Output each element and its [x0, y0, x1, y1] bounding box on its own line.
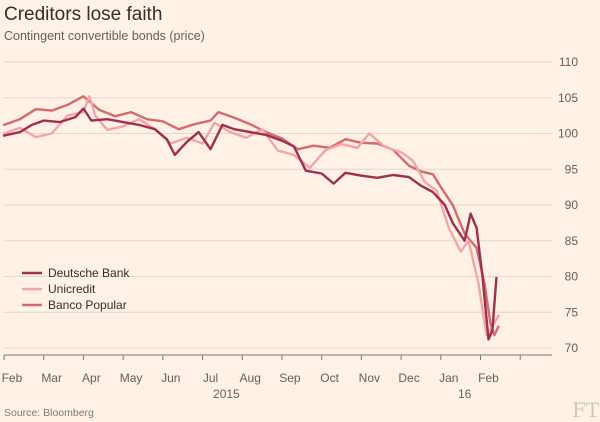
- x-tick-label: Apr: [82, 371, 101, 385]
- x-tick-label: May: [120, 371, 143, 385]
- y-tick-label: 75: [565, 305, 579, 319]
- legend: Deutsche Bank Unicredit Banco Popular: [22, 266, 130, 312]
- x-tick-label: Jan: [439, 371, 458, 385]
- year-label: 2015: [213, 387, 240, 401]
- y-tick-label: 105: [558, 91, 578, 105]
- y-tick-label: 85: [565, 234, 579, 248]
- x-tick-label: Nov: [359, 371, 380, 385]
- x-tick-label: Jun: [161, 371, 180, 385]
- x-tick-label: Feb: [2, 371, 23, 385]
- x-tick-label: Feb: [478, 371, 499, 385]
- x-tick-label: Dec: [398, 371, 419, 385]
- chart-subtitle: Contingent convertible bonds (price): [4, 29, 205, 43]
- y-axis-ticks: 70 75 80 85 90 95 100 105 110: [558, 55, 578, 355]
- legend-label-banco-popular: Banco Popular: [48, 298, 127, 312]
- series-line-unicredit: [2, 95, 500, 337]
- series-lines: [2, 95, 500, 341]
- y-tick-label: 110: [559, 55, 578, 69]
- source-note: Source: Bloomberg: [4, 407, 94, 419]
- legend-label-deutsche-bank: Deutsche Bank: [48, 266, 130, 280]
- x-tick-label: Jul: [203, 371, 218, 385]
- x-tick-label: Oct: [320, 371, 339, 385]
- chart-title: Creditors lose faith: [4, 4, 162, 25]
- ft-logo: FT: [572, 398, 600, 422]
- series-line-banco-popular: [2, 95, 500, 337]
- y-tick-label: 100: [558, 127, 578, 141]
- y-tick-label: 80: [565, 270, 579, 284]
- legend-label-unicredit: Unicredit: [48, 282, 96, 296]
- y-tick-label: 95: [565, 162, 579, 176]
- y-tick-label: 70: [565, 341, 579, 355]
- y-tick-label: 90: [565, 198, 579, 212]
- year-label: 16: [458, 387, 472, 401]
- x-tick-label: Aug: [240, 371, 261, 385]
- x-tick-label: Sep: [279, 371, 301, 385]
- gridlines: [4, 61, 552, 349]
- x-tick-label: Mar: [41, 371, 62, 385]
- series-line-deutsche-bank: [2, 107, 498, 341]
- x-axis-ticks: Feb Mar Apr May Jun Jul Aug Sep Oct Nov Dec Jan Feb 2…: [2, 355, 521, 401]
